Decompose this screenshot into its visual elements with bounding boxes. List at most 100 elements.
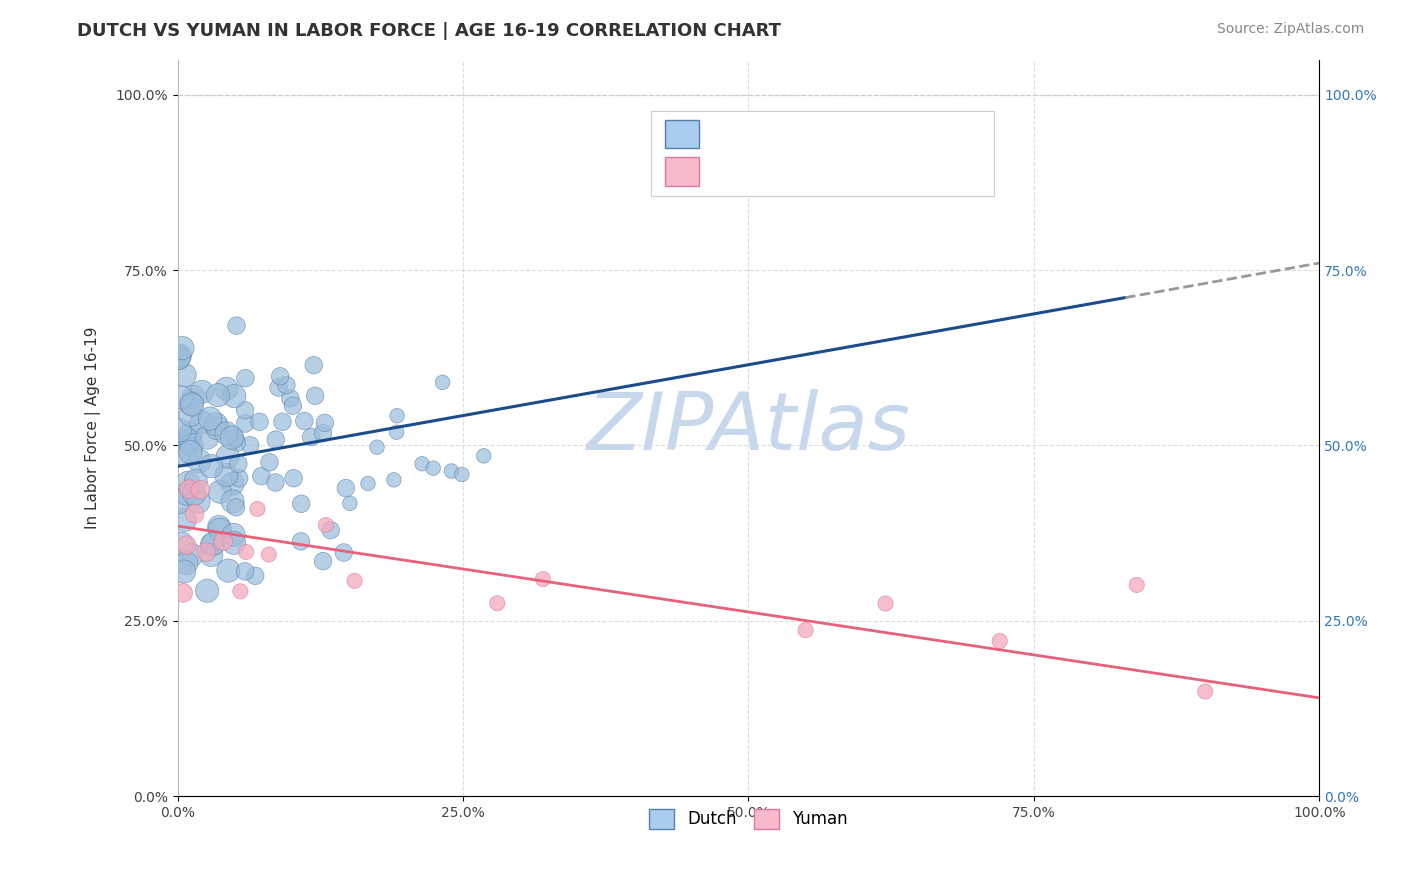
Point	[411, 457, 433, 471]
Point	[250, 469, 273, 483]
Point	[440, 464, 463, 478]
Point	[169, 349, 191, 363]
Text: ZIPAtlas: ZIPAtlas	[586, 389, 911, 467]
Point	[208, 523, 231, 537]
Point	[224, 389, 246, 403]
Point	[271, 415, 294, 429]
Point	[217, 564, 239, 578]
Point	[180, 396, 202, 410]
Point	[217, 450, 239, 464]
Point	[290, 534, 312, 549]
Point	[269, 369, 291, 384]
Point	[176, 486, 198, 500]
Point	[180, 548, 202, 562]
Point	[174, 448, 197, 462]
Point	[180, 408, 202, 422]
Point	[200, 548, 222, 562]
Point	[225, 318, 247, 333]
Point	[385, 409, 408, 423]
Point	[292, 414, 315, 428]
Point	[169, 423, 191, 437]
Point	[319, 523, 342, 537]
Point	[180, 426, 202, 441]
Point	[450, 467, 472, 482]
Point	[180, 438, 202, 452]
Point	[221, 431, 243, 445]
Point	[170, 391, 193, 405]
Point	[794, 623, 817, 637]
Point	[335, 481, 357, 495]
Point	[225, 435, 247, 450]
Point	[235, 545, 257, 559]
Point	[184, 474, 207, 488]
Point	[302, 358, 325, 372]
Point	[531, 572, 554, 586]
Point	[195, 583, 218, 598]
Point	[283, 471, 305, 485]
Point	[179, 433, 201, 447]
Point	[176, 538, 198, 552]
Point	[246, 502, 269, 516]
Point	[239, 438, 262, 452]
Point	[177, 475, 200, 490]
Point	[1194, 684, 1216, 698]
Point	[486, 596, 509, 610]
Point	[267, 380, 290, 394]
Point	[195, 545, 218, 559]
Point	[190, 415, 212, 429]
Point	[1125, 578, 1147, 592]
Point	[208, 520, 231, 534]
Point	[259, 455, 281, 469]
Point	[472, 449, 495, 463]
Point	[167, 351, 190, 365]
Point	[304, 389, 326, 403]
Point	[233, 417, 256, 431]
Point	[264, 475, 287, 490]
Point	[172, 341, 194, 355]
Point	[179, 445, 201, 459]
Point	[167, 351, 190, 365]
Point	[228, 471, 250, 485]
Point	[290, 497, 312, 511]
Point	[343, 574, 366, 588]
Point	[205, 417, 228, 432]
Point	[225, 500, 247, 515]
Point	[183, 507, 205, 521]
Point	[229, 584, 252, 599]
Point	[215, 468, 238, 483]
Point	[221, 476, 243, 491]
Point	[233, 403, 256, 417]
Point	[366, 440, 388, 454]
Point	[195, 431, 218, 445]
Point	[173, 513, 195, 527]
Point	[333, 545, 356, 559]
Point	[257, 548, 280, 562]
Point	[215, 382, 238, 396]
Point	[875, 597, 897, 611]
Point	[177, 434, 200, 448]
Point	[181, 398, 204, 412]
Point	[190, 483, 212, 497]
Point	[200, 459, 222, 474]
Y-axis label: In Labor Force | Age 16-19: In Labor Force | Age 16-19	[86, 326, 101, 529]
Point	[314, 416, 336, 430]
Point	[385, 425, 408, 440]
Point	[198, 411, 221, 425]
Point	[299, 430, 322, 444]
Point	[191, 384, 214, 399]
Point	[167, 495, 190, 509]
Point	[226, 457, 249, 471]
Point	[233, 565, 256, 579]
Point	[281, 399, 304, 413]
Point	[183, 390, 205, 404]
Point	[312, 554, 335, 568]
Point	[264, 433, 287, 447]
Point	[177, 482, 200, 496]
Point	[235, 371, 257, 385]
Legend: Dutch, Yuman: Dutch, Yuman	[643, 802, 855, 836]
Point	[187, 494, 209, 508]
Point	[201, 538, 224, 552]
Point	[207, 421, 229, 435]
Point	[188, 454, 211, 468]
Point	[315, 518, 337, 533]
